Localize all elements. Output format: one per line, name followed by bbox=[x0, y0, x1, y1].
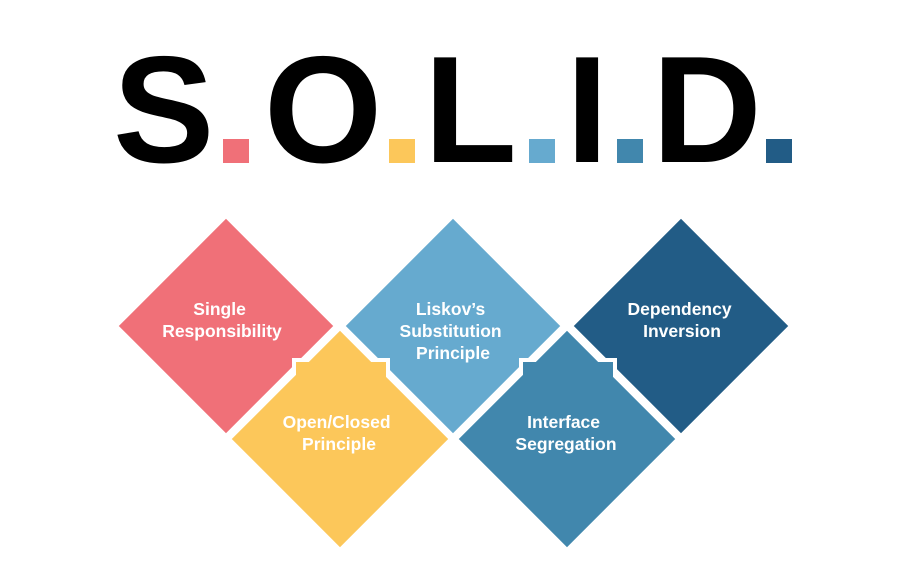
tile-liskov-substitution bbox=[340, 213, 566, 439]
label-line: Interface bbox=[527, 412, 600, 432]
title-letter-s: S bbox=[113, 25, 214, 195]
title-letter-l: L bbox=[424, 25, 517, 195]
title: S O L I D bbox=[113, 25, 792, 195]
label-line: Principle bbox=[416, 343, 490, 363]
label-interface-segregation: Interface Segregation bbox=[515, 412, 616, 454]
label-line: Substitution bbox=[400, 321, 502, 341]
label-line: Inversion bbox=[643, 321, 721, 341]
label-liskov-substitution: Liskov’s Substitution Principle bbox=[400, 299, 507, 363]
label-line: Dependency bbox=[628, 299, 732, 319]
title-dot-s bbox=[223, 139, 249, 163]
principle-tiles bbox=[113, 213, 794, 553]
title-dot-o bbox=[389, 139, 415, 163]
label-line: Liskov’s bbox=[416, 299, 486, 319]
label-line: Open/Closed bbox=[283, 412, 391, 432]
label-line: Principle bbox=[302, 434, 376, 454]
title-dot-i bbox=[617, 139, 643, 163]
label-line: Single bbox=[193, 299, 246, 319]
title-dot-d bbox=[766, 139, 792, 163]
label-line: Segregation bbox=[515, 434, 616, 454]
label-line: Responsibility bbox=[162, 321, 282, 341]
title-dot-l bbox=[529, 139, 555, 163]
label-dependency-inversion: Dependency Inversion bbox=[628, 299, 737, 341]
title-letter-d: D bbox=[652, 25, 762, 195]
tile-interface-segregation bbox=[453, 325, 681, 553]
principle-labels: Single Responsibility Open/Closed Princi… bbox=[162, 299, 737, 454]
tile-dependency-inversion bbox=[568, 213, 794, 439]
title-letter-i: I bbox=[566, 25, 608, 195]
label-single-responsibility: Single Responsibility bbox=[162, 299, 282, 341]
tile-single-responsibility bbox=[113, 213, 339, 439]
tile-open-closed bbox=[226, 325, 454, 553]
title-letter-o: O bbox=[264, 25, 382, 195]
label-open-closed: Open/Closed Principle bbox=[283, 412, 396, 454]
